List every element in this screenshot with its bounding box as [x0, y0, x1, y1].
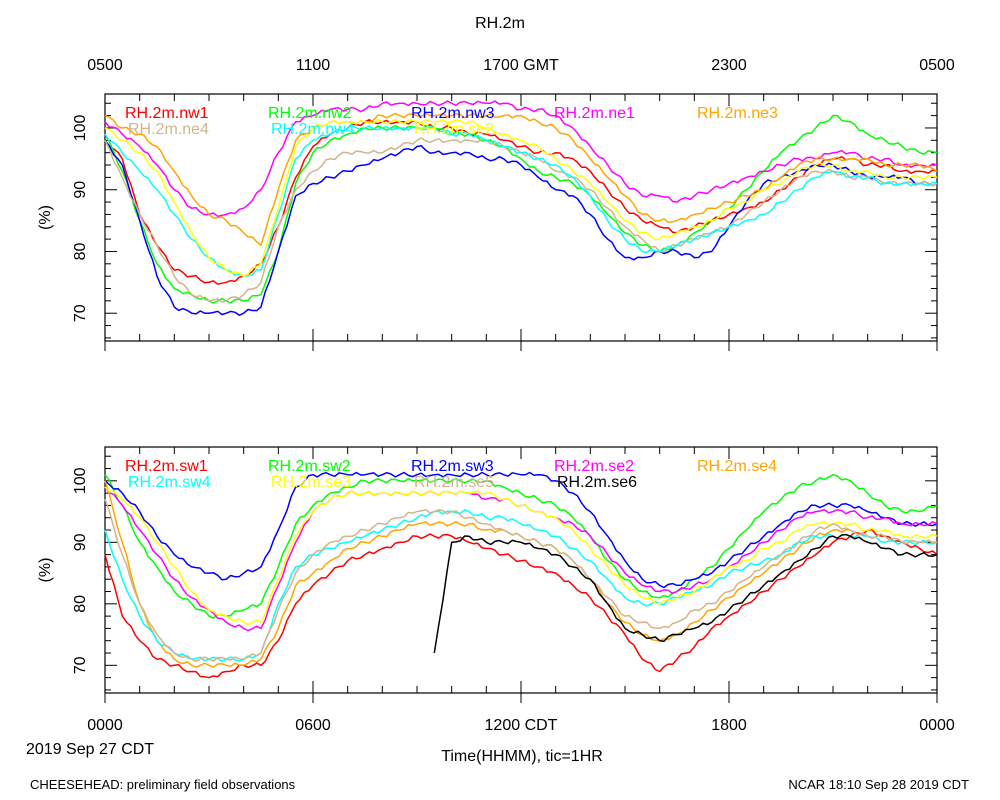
- series-line: [104, 509, 938, 663]
- series-line: [104, 486, 938, 632]
- footer-left: CHEESEHEAD: preliminary field observatio…: [30, 777, 296, 792]
- legend-entry: RH.2m.se6: [557, 474, 637, 491]
- footer-right: NCAR 18:10 Sep 28 2019 CDT: [788, 777, 969, 792]
- y-tick-label: 90: [72, 181, 89, 199]
- legend-entry: RH.2m.sw4: [128, 474, 211, 491]
- legend-entry: RH.2m.se3: [271, 474, 351, 491]
- bottom-tick-label: 0000: [87, 717, 123, 734]
- series-line: [104, 486, 938, 626]
- series-line: [104, 125, 938, 277]
- series-line: [104, 499, 938, 663]
- top-tick-label: 0500: [919, 57, 955, 74]
- series-line: [104, 118, 938, 285]
- y-tick-label: 100: [72, 115, 89, 142]
- y-tick-label: 80: [72, 595, 89, 613]
- series-line: [104, 114, 938, 304]
- x-axis-label: Time(HHMM), tic=1HR: [441, 748, 603, 765]
- series-line: [104, 473, 938, 619]
- legend-entry: RH.2m.nw2: [268, 105, 352, 122]
- top-tick-label: 1700 GMT: [483, 57, 559, 74]
- legend-entry: RH.2m.se2: [554, 458, 634, 475]
- top-tick-label: 2300: [711, 57, 747, 74]
- top-tick-label: 0500: [87, 57, 123, 74]
- legend-entry: RH.2m.sw1: [125, 458, 208, 475]
- y-tick-label: 70: [72, 656, 89, 674]
- top-tick-label: 1100: [296, 57, 331, 74]
- top-tick-labels: 0500 1100 1700 GMT 2300 0500: [87, 57, 955, 74]
- chart-title: RH.2m: [475, 15, 525, 32]
- legend-entry: RH.2m.se4: [697, 458, 777, 475]
- y-tick-label: 90: [72, 533, 89, 551]
- legend-entry: RH.2m.se2: [414, 121, 494, 138]
- y-tick-label: 70: [72, 304, 89, 322]
- bottom-tick-label: 1800: [711, 717, 747, 734]
- bottom-tick-label: 0600: [295, 717, 331, 734]
- legend-entry: RH.2m.nw4: [271, 121, 355, 138]
- legend-entry: RH.2m.ne1: [554, 105, 635, 122]
- series-line: [104, 118, 938, 277]
- series-line: [104, 480, 938, 669]
- series-line: [104, 112, 938, 247]
- series-line: [104, 100, 938, 218]
- y-axis-label: (%): [37, 558, 54, 583]
- legend-entry: RH.2m.se5: [414, 474, 494, 491]
- legend-entry: RH.2m.nw1: [125, 105, 209, 122]
- legend-entry: RH.2m.sw3: [411, 458, 494, 475]
- bottom-tick-labels: 0000 0600 1200 CDT 1800 0000: [87, 717, 955, 734]
- date-label: 2019 Sep 27 CDT: [26, 741, 154, 758]
- legend-entry: RH.2m.ne3: [697, 105, 778, 122]
- bottom-tick-label: 0000: [919, 717, 955, 734]
- y-tick-label: 100: [72, 467, 89, 494]
- legend-entry: RH.2m.nw3: [411, 105, 495, 122]
- series-line: [433, 533, 938, 654]
- series-line: [104, 529, 938, 679]
- legend-entry: RH.2m.sw2: [268, 458, 351, 475]
- legend-entry: RH.2m.ne4: [128, 121, 209, 138]
- series-line: [104, 471, 938, 589]
- y-axis-label: (%): [37, 205, 54, 230]
- bottom-tick-label: 1200 CDT: [485, 717, 558, 734]
- y-tick-label: 80: [72, 242, 89, 260]
